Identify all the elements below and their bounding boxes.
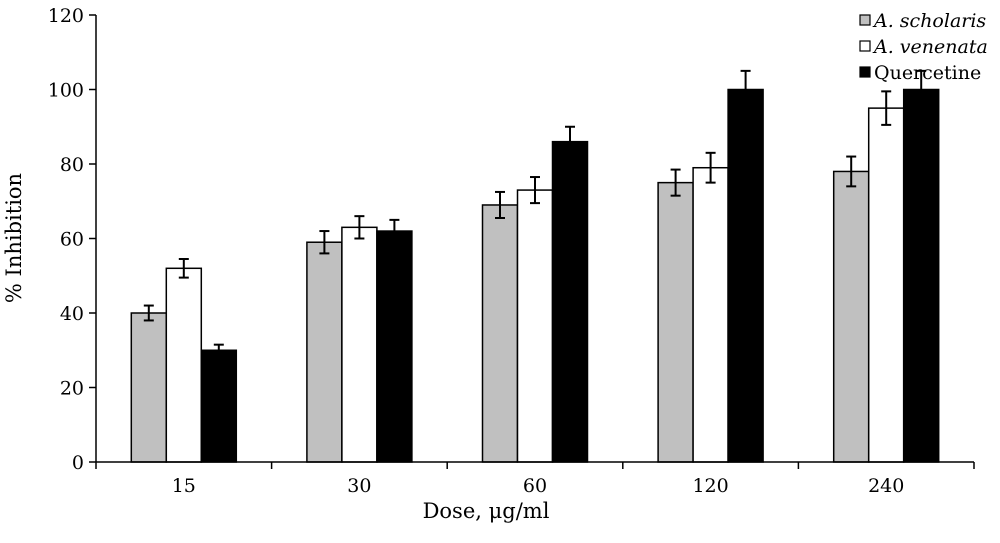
y-tick-label: 40 — [60, 303, 84, 325]
bar-a-scholaris-15 — [130, 312, 168, 463]
error-bar-a-scholaris-30 — [319, 230, 330, 255]
bar-quercetine-15 — [200, 349, 238, 463]
bar-a-venenata-15 — [165, 267, 203, 463]
legend-item: A. scholaris — [859, 10, 986, 32]
error-bar-quercetine-240 — [916, 69, 927, 110]
error-bar-a-scholaris-120 — [670, 168, 681, 197]
legend-label: Quercetine — [874, 62, 981, 84]
bar-a-scholaris-30 — [306, 241, 343, 463]
legend-item: A. venenata — [859, 36, 988, 58]
x-tick-label: 60 — [523, 475, 547, 497]
bars-layer — [130, 88, 940, 463]
legend: A. scholaris A. venenata Quercetine — [859, 10, 988, 84]
y-tick-label: 20 — [60, 378, 84, 400]
y-tick-label: 80 — [60, 154, 84, 176]
legend-swatch — [859, 66, 871, 78]
y-tick-label: 60 — [60, 229, 84, 251]
error-bar-quercetine-60 — [565, 125, 575, 158]
x-tick-label: 15 — [172, 475, 196, 497]
bar-a-venenata-120 — [692, 166, 729, 463]
y-tick-label: 120 — [48, 5, 84, 27]
error-bar-a-scholaris-60 — [495, 190, 505, 220]
bar-a-scholaris-120 — [657, 181, 694, 463]
error-bar-a-scholaris-15 — [143, 304, 154, 322]
axes-layer — [89, 14, 975, 469]
y-tick-label: 0 — [72, 452, 84, 474]
legend-label: A. scholaris — [872, 10, 986, 32]
legend-swatch — [859, 40, 871, 52]
x-axis-title: Dose, μg/ml — [423, 499, 550, 523]
error-bar-a-venenata-30 — [354, 215, 365, 240]
error-bar-quercetine-30 — [389, 218, 400, 244]
bar-a-venenata-60 — [516, 189, 554, 463]
x-tick-label: 120 — [692, 475, 728, 497]
error-bar-quercetine-120 — [740, 69, 751, 110]
tick-labels-layer: 15 30 60 120 240 0 20 40 60 80 100 120 — [48, 5, 905, 497]
legend-swatch — [859, 14, 871, 26]
error-bars-layer — [143, 69, 927, 357]
bar-quercetine-60 — [551, 140, 589, 463]
bar-quercetine-120 — [727, 88, 764, 463]
y-axis-title: % Inhibition — [2, 173, 26, 303]
error-bar-a-venenata-240 — [881, 90, 892, 126]
bar-a-scholaris-60 — [481, 204, 519, 463]
legend-item: Quercetine — [859, 62, 981, 84]
bar-a-scholaris-240 — [832, 170, 870, 463]
error-bar-a-venenata-15 — [178, 257, 189, 279]
y-tick-label: 100 — [48, 80, 84, 102]
bar-quercetine-240 — [902, 88, 940, 463]
error-bar-quercetine-15 — [213, 343, 224, 357]
error-bar-a-venenata-60 — [530, 176, 540, 205]
error-bar-a-venenata-120 — [705, 151, 716, 184]
bar-quercetine-30 — [376, 230, 413, 463]
error-bar-a-scholaris-240 — [846, 155, 857, 188]
bar-a-venenata-240 — [867, 107, 905, 463]
x-tick-label: 240 — [868, 475, 904, 497]
bar-a-venenata-30 — [341, 226, 378, 463]
x-tick-label: 30 — [347, 475, 371, 497]
legend-label: A. venenata — [872, 36, 988, 58]
